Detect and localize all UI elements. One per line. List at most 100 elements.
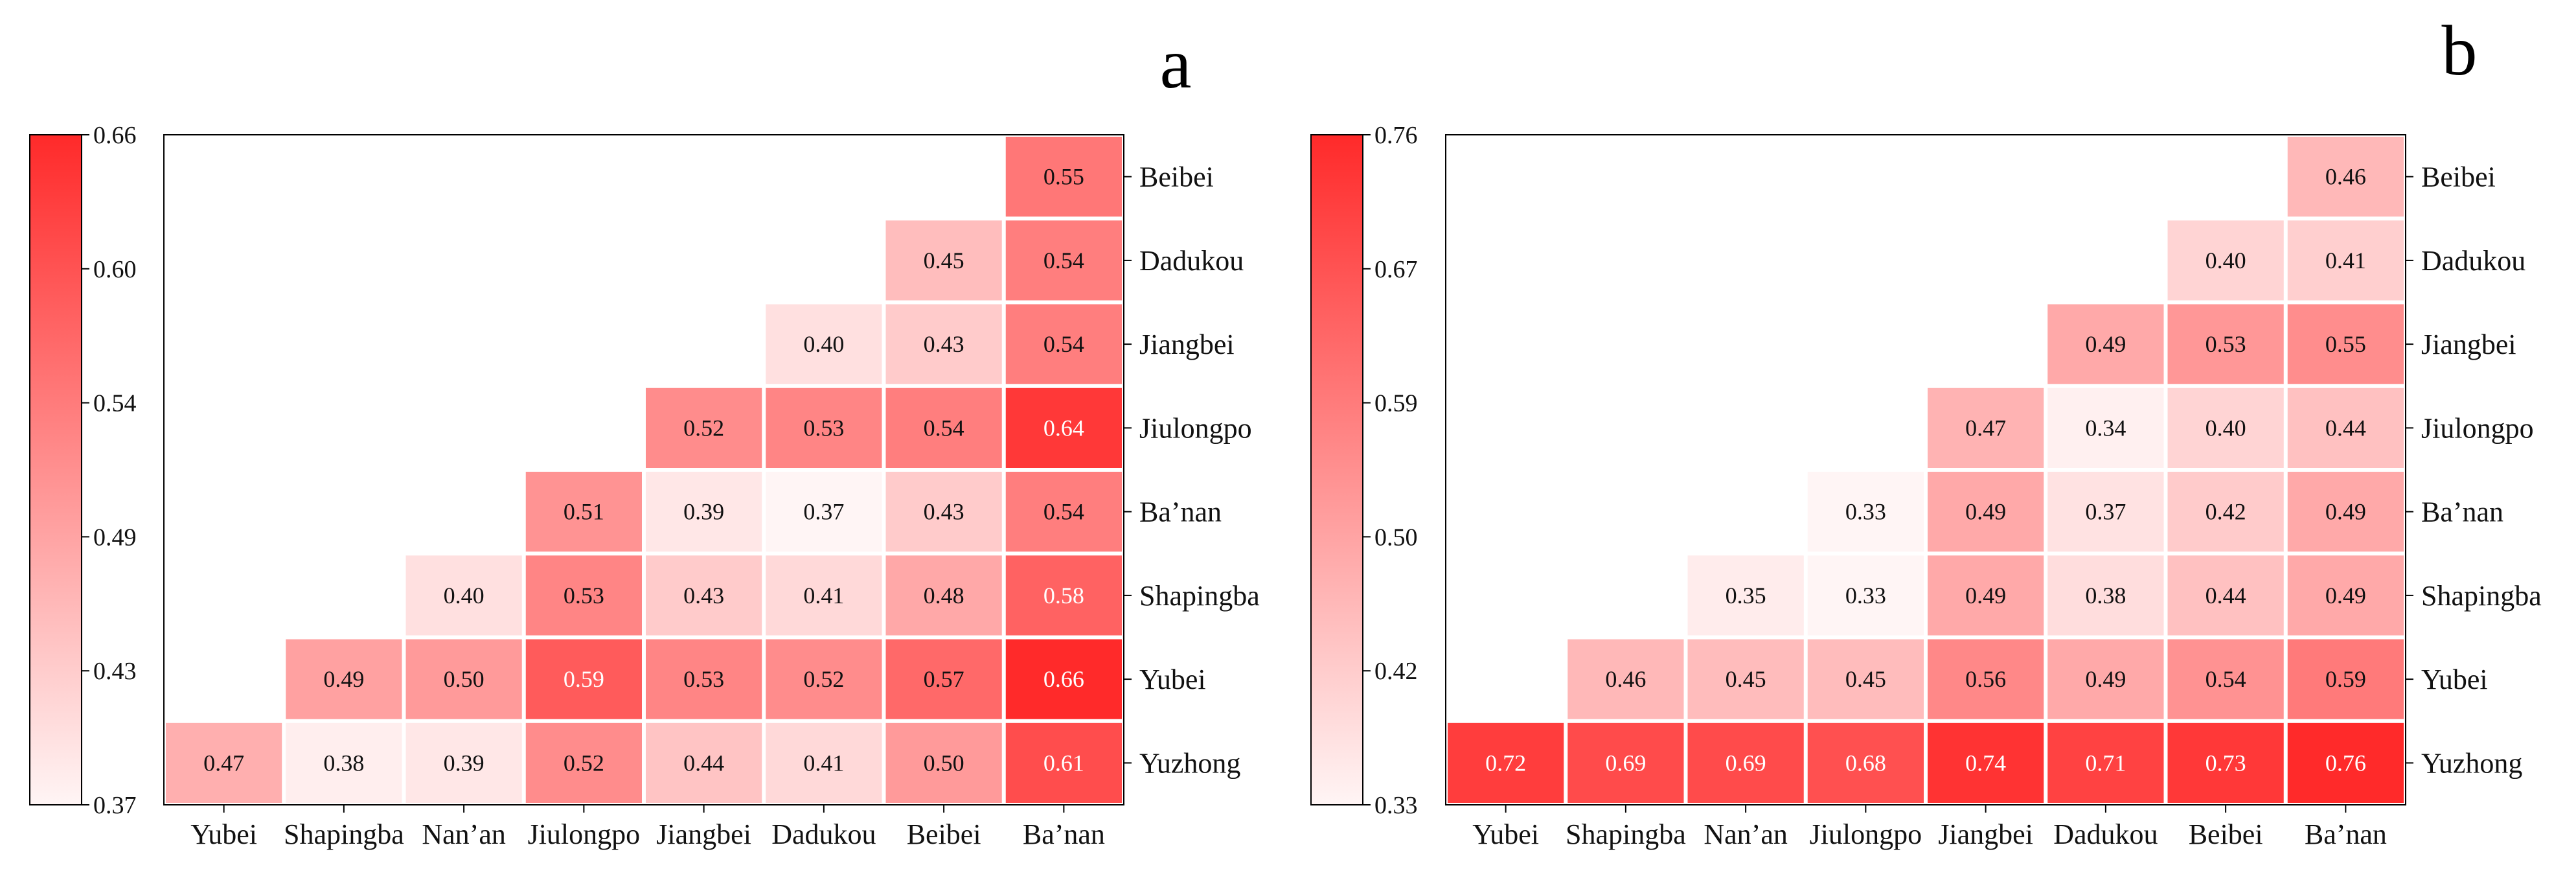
heatmap-cell: [166, 723, 282, 803]
y-tick-label: Dadukou: [1139, 245, 1244, 277]
heatmap-cell: [1448, 723, 1564, 803]
x-tick-label: Beibei: [2189, 818, 2263, 850]
y-tick-label: Jiulongpo: [1139, 412, 1252, 444]
heatmap-cell: [2287, 555, 2404, 636]
cell-value-label: 0.41: [2325, 248, 2366, 273]
colorbar-tick-label: 0.49: [93, 524, 137, 551]
cell-value-label: 0.68: [1845, 750, 1886, 776]
heatmap-cell: [1928, 555, 2044, 636]
heatmap-cell: [405, 723, 522, 803]
x-tick-label: Jiulongpo: [528, 818, 641, 850]
y-tick-label: Beibei: [1139, 161, 1214, 193]
heatmap-cell: [2167, 304, 2284, 384]
heatmap-cell: [646, 472, 762, 552]
heatmap-cell: [2047, 388, 2164, 468]
cell-value-label: 0.52: [683, 415, 724, 441]
heatmap-cell: [885, 639, 1002, 719]
cell-value-label: 0.45: [1726, 666, 1766, 692]
y-tick-label: Beibei: [2421, 161, 2496, 193]
heatmap-panel-b: 0.76 0.67 0.59 0.50 0.42 0.33 0.46 0.40 0.41 0.49…: [1310, 11, 2542, 850]
cell-value-label: 0.39: [683, 499, 724, 525]
cell-value-label: 0.45: [1845, 666, 1886, 692]
cell-value-label: 0.47: [203, 750, 244, 776]
heatmap-cell: [1807, 555, 1924, 636]
y-tick-label: Shapingba: [1139, 580, 1260, 612]
heatmap-cell: [2167, 388, 2284, 468]
heatmap-cell: [2287, 639, 2404, 719]
heatmap-cell: [1807, 723, 1924, 803]
cell-value-label: 0.53: [683, 666, 724, 692]
heatmap-cell: [2287, 723, 2404, 803]
heatmap-cell: [2287, 388, 2404, 468]
y-tick-label: Yuzhong: [2421, 747, 2522, 779]
colorbar-tick-label: 0.37: [93, 792, 137, 819]
heatmap-cell: [2047, 723, 2164, 803]
colorbar-tick-label: 0.59: [1374, 390, 1418, 417]
heatmap-cell: [766, 723, 882, 803]
cell-value-label: 0.55: [2325, 331, 2366, 357]
heatmap-cell: [766, 304, 882, 384]
y-tick-label: Jiangbei: [2421, 329, 2516, 360]
heatmap-cell: [525, 472, 642, 552]
cell-value-label: 0.40: [444, 583, 484, 608]
heatmap-cell: [646, 388, 762, 468]
cell-value-label: 0.73: [2206, 750, 2246, 776]
cell-value-label: 0.43: [924, 331, 964, 357]
cell-value-label: 0.43: [924, 499, 964, 525]
heatmap-cell: [646, 723, 762, 803]
heatmap-cell: [1005, 304, 1122, 384]
heatmap-cell: [2167, 639, 2284, 719]
cell-value-label: 0.34: [2085, 415, 2126, 441]
x-tick-label: Dadukou: [2053, 818, 2158, 850]
cell-value-label: 0.44: [2325, 415, 2366, 441]
cell-value-label: 0.49: [323, 666, 364, 692]
heatmap-cell: [885, 220, 1002, 301]
colorbar-tick-label: 0.67: [1374, 256, 1418, 283]
heatmap-cell: [1005, 639, 1122, 719]
cell-value-label: 0.66: [1043, 666, 1084, 692]
heatmap-cell: [1687, 723, 1804, 803]
colorbar-tick-label: 0.50: [1374, 524, 1418, 551]
cell-value-label: 0.35: [1726, 583, 1766, 608]
cell-value-label: 0.48: [924, 583, 964, 608]
plot-frame: [1445, 134, 2406, 805]
cell-value-label: 0.64: [1043, 415, 1084, 441]
heatmap-cell: [2287, 304, 2404, 384]
y-tick-label: Ba’nan: [1139, 496, 1222, 528]
heatmap-cell: [2047, 304, 2164, 384]
heatmap-cell: [525, 723, 642, 803]
colorbar-tick-label: 0.76: [1374, 122, 1418, 149]
x-tick-label: Jiangbei: [1938, 818, 2033, 850]
x-tick-label: Dadukou: [771, 818, 876, 850]
cell-value-label: 0.40: [803, 331, 844, 357]
heatmap-cell: [885, 388, 1002, 468]
heatmap-cell: [646, 555, 762, 636]
x-tick-label: Yubei: [190, 818, 257, 850]
heatmap-cell: [1807, 472, 1924, 552]
colorbar-tick-label: 0.43: [93, 658, 137, 685]
cell-value-label: 0.50: [924, 750, 964, 776]
heatmap-cell: [766, 472, 882, 552]
y-tick-label: Jiulongpo: [2421, 412, 2534, 444]
cell-value-label: 0.53: [803, 415, 844, 441]
cell-value-label: 0.47: [1965, 415, 2006, 441]
heatmap-panel-a: 0.66 0.60 0.54 0.49 0.43 0.37 0.55 0.45 0.54 0.40…: [29, 24, 1260, 850]
cell-value-label: 0.38: [2085, 583, 2126, 608]
heatmap-cell: [1005, 472, 1122, 552]
x-tick-label: Jiulongpo: [1810, 818, 1922, 850]
cell-value-label: 0.53: [2206, 331, 2246, 357]
cell-value-label: 0.46: [2325, 164, 2366, 190]
cell-value-label: 0.55: [1043, 164, 1084, 190]
y-tick-label: Yuzhong: [1139, 747, 1240, 779]
heatmap-cell: [2167, 723, 2284, 803]
heatmap-cell: [1928, 472, 2044, 552]
cell-value-label: 0.54: [1043, 499, 1084, 525]
colorbar-tick-label: 0.33: [1374, 792, 1418, 819]
cell-value-label: 0.49: [2085, 331, 2126, 357]
colorbar-tick-label: 0.66: [93, 122, 137, 149]
heatmap-cell: [885, 472, 1002, 552]
cell-value-label: 0.41: [803, 583, 844, 608]
cell-value-label: 0.51: [564, 499, 604, 525]
cell-value-label: 0.56: [1965, 666, 2006, 692]
heatmap-cell: [1567, 723, 1684, 803]
